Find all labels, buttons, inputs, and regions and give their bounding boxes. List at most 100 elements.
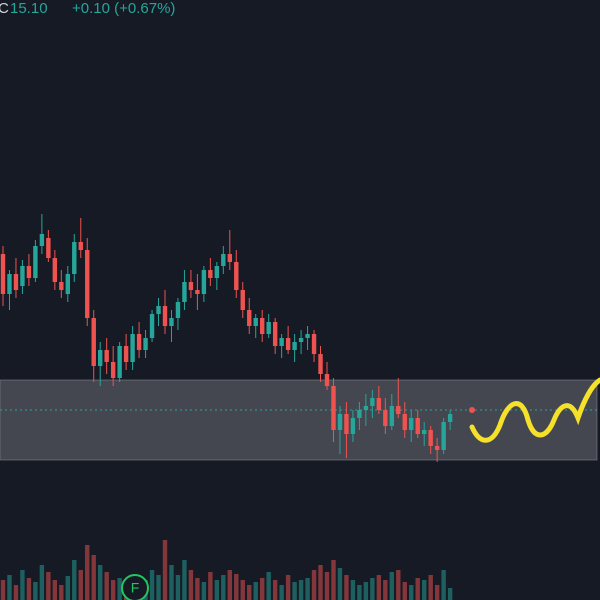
volume-bar [357,585,362,600]
candle-body [447,414,453,422]
volume-bar [311,570,317,600]
volume-bar [409,585,414,600]
volume-bar [234,574,239,600]
candle-body [344,414,349,434]
volume-bar [214,580,220,600]
candle-body [285,338,291,350]
price-zone [0,379,598,461]
candle-body [123,346,129,362]
candle-body [363,406,369,410]
volume-bar [396,570,401,600]
candle-body [298,338,304,342]
volume-bar [422,580,427,600]
volume-bar [26,578,32,600]
volume-bar [344,575,349,600]
candle-body [39,234,45,246]
candle-body [195,290,200,294]
candle-body [85,250,90,318]
candle-body [428,430,433,446]
volume-bar [20,570,25,600]
candle-body [20,266,25,286]
volume-bar [0,580,6,600]
volume-bar [305,578,310,600]
candle-body [0,254,6,294]
last-price-dot [469,407,475,413]
candle-body [396,406,401,414]
volume-bar [324,572,330,600]
volume-bar [110,580,116,600]
candle-body [156,306,161,314]
volume-bar [72,560,77,600]
volume-bar [7,575,12,600]
candle-body [253,318,258,326]
volume-bar [39,565,45,600]
volume-bar [240,580,245,600]
volume-bar [298,580,304,600]
volume-bar [447,588,453,600]
volume-bar [247,585,252,600]
candle-body [324,374,330,386]
volume-bar [383,580,388,600]
volume-bar [182,560,187,600]
volume-bar [279,585,284,600]
zone-layer [0,379,600,461]
candle-body [52,258,58,282]
volume-bar [253,582,258,600]
volume-bar [221,575,226,600]
volume-bar [188,570,194,600]
candle-body [441,422,446,450]
candle-body [201,270,207,294]
candle-body [78,242,83,250]
volume-bar [331,560,336,600]
candle-body [104,350,109,362]
candle-body [26,266,32,278]
candle-body [72,242,77,274]
volume-bar [156,575,161,600]
candle-body [182,282,187,302]
volume-bar [389,572,394,600]
volume-bar [350,580,356,600]
candle-body [65,274,70,294]
close-value: 15.10 [10,0,48,17]
candle-body [279,338,284,346]
volume-bar [162,540,168,600]
volume-bar [13,585,19,600]
candle-body [383,410,388,426]
volume-bar [428,575,433,600]
volume-bar [52,580,58,600]
volume-bar [33,582,38,600]
candle-body [59,282,64,290]
candle-body [162,306,168,326]
volume-bar [441,570,446,600]
event-marker-label[interactable]: F [131,580,140,596]
candle-body [7,274,12,294]
candle-body [136,334,142,350]
volume-bar [65,576,70,600]
event-marker-circle[interactable] [121,574,149,600]
candle-body [149,314,155,338]
candle-body [13,274,19,290]
candle-body [143,338,148,350]
candle-body [415,418,420,434]
volume-pane [0,540,453,600]
candle-body [260,318,265,334]
candle-body [389,406,394,426]
event-marker[interactable]: F [121,574,149,600]
candle-body [311,334,317,354]
volume-bar [201,582,207,600]
volume-bar [292,582,297,600]
candle-body [357,410,362,418]
volume-bar [370,578,375,600]
volume-bar [402,582,407,600]
candle-body [221,254,226,266]
candle-body [117,346,122,378]
close-label: C [0,0,9,17]
volume-bar [85,545,90,600]
candle-body [337,414,343,430]
candle-body [402,414,407,430]
candle-body [318,354,323,374]
volume-bar [415,578,420,600]
